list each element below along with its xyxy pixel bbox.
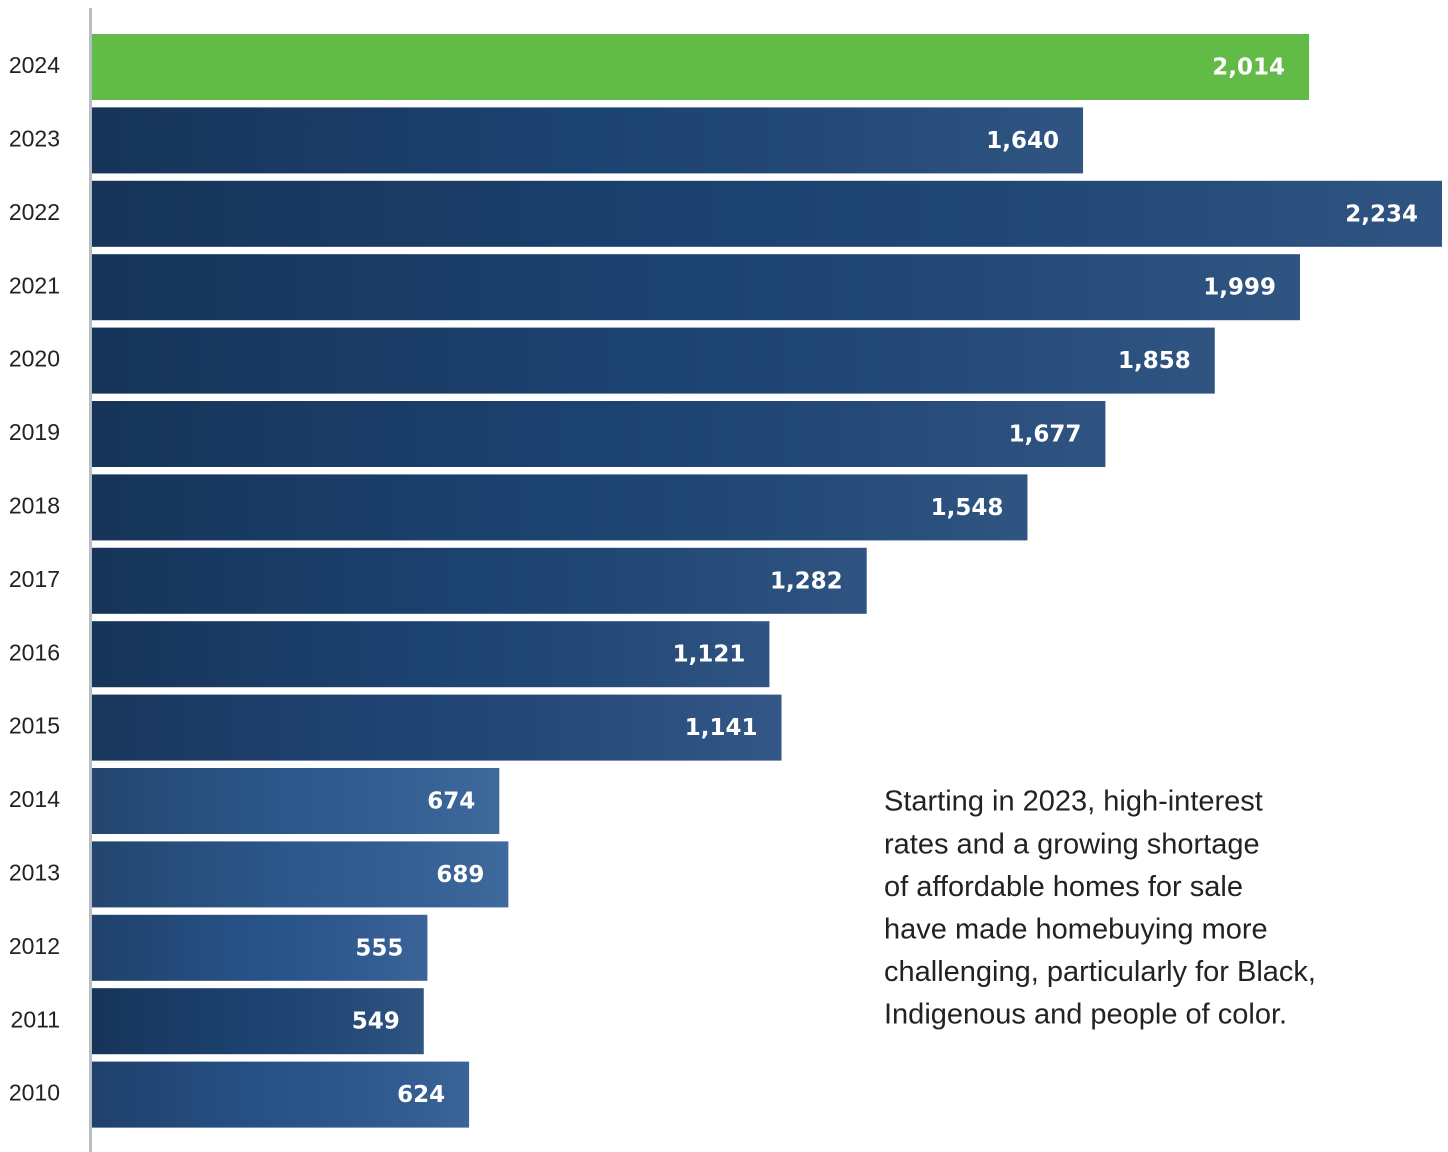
value-label: 1,999	[1203, 275, 1276, 301]
y-tick-label: 2014	[9, 786, 60, 812]
y-tick-label: 2017	[9, 566, 60, 592]
annotation: Starting in 2023, high-interest	[884, 786, 1263, 818]
y-tick-label: 2023	[9, 125, 60, 151]
value-label: 1,858	[1118, 348, 1191, 374]
value-label: 674	[427, 789, 475, 815]
value-label: 2,014	[1212, 55, 1285, 81]
y-tick-label: 2013	[9, 859, 60, 885]
bar-shade	[92, 621, 769, 687]
value-label: 549	[352, 1009, 400, 1035]
annotation: Indigenous and people of color.	[884, 999, 1287, 1031]
y-tick-label: 2022	[9, 199, 60, 225]
y-tick-label: 2012	[9, 933, 60, 959]
bar	[92, 34, 1309, 100]
y-tick-label: 2021	[9, 272, 60, 298]
annotation: have made homebuying more	[884, 913, 1268, 945]
annotation: challenging, particularly for Black,	[884, 956, 1316, 988]
value-label: 1,548	[931, 495, 1004, 521]
chart: 2024 2,014 2023 1,640 2022 2,234 2021 1,999 2020…	[0, 0, 1448, 1152]
value-label: 624	[397, 1082, 445, 1108]
bar-shade	[92, 474, 1027, 540]
value-label: 1,282	[770, 568, 843, 594]
annotation: of affordable homes for sale	[884, 871, 1243, 903]
y-tick-label: 2019	[9, 419, 60, 445]
bar-shade	[92, 695, 782, 761]
value-label: 1,141	[685, 715, 758, 741]
bar-shade	[92, 181, 1442, 247]
value-label: 689	[436, 862, 484, 888]
y-tick-label: 2020	[9, 346, 60, 372]
y-tick-label: 2016	[9, 639, 60, 665]
value-label: 555	[355, 935, 403, 961]
annotation: rates and a growing shortage	[884, 828, 1260, 860]
value-label: 1,121	[673, 642, 746, 668]
y-tick-label: 2011	[11, 1006, 60, 1032]
y-tick-label: 2024	[9, 52, 60, 78]
bar-shade	[92, 254, 1300, 320]
value-label: 1,677	[1009, 422, 1082, 448]
value-label: 2,234	[1345, 201, 1418, 227]
value-label: 1,640	[986, 128, 1059, 154]
bar-shade	[92, 548, 867, 614]
y-tick-label: 2018	[9, 492, 60, 518]
bar-shade	[92, 328, 1215, 394]
y-tick-label: 2010	[9, 1080, 60, 1106]
bar-shade	[92, 401, 1105, 467]
y-tick-label: 2015	[9, 713, 60, 739]
bar-shade	[92, 107, 1083, 173]
